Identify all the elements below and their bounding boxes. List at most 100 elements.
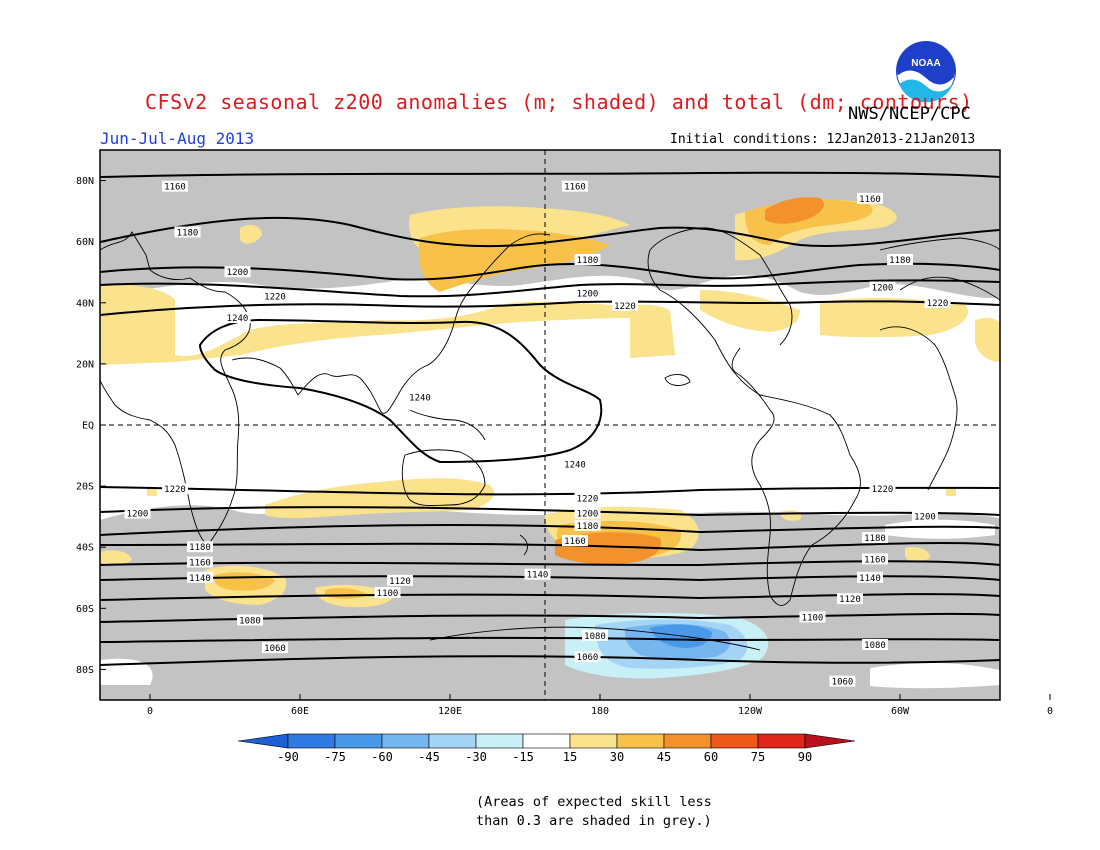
lat-label: 60N <box>76 237 94 248</box>
lat-label: 20S <box>76 482 94 493</box>
contour-label: 1180 <box>887 254 913 266</box>
contour-label: 1200 <box>224 266 251 278</box>
contour-label: 1100 <box>374 587 401 599</box>
skill-note-line-2: than 0.3 are shaded in grey.) <box>476 813 712 829</box>
colorbar-swatch <box>616 733 665 749</box>
contour-label-text: 1060 <box>577 653 599 663</box>
colorbar-label: -30 <box>465 750 487 764</box>
anomaly-map: 1160 1160 1160 1180 1180 1180 1200 1200 1200 1220… <box>76 149 1053 717</box>
contour-label: 1140 <box>857 571 883 584</box>
contour-label: 1220 <box>574 492 601 504</box>
contour-label-text: 1160 <box>164 183 186 193</box>
colorbar: -90 -75 -60 -45 -30 -15 15 30 45 60 75 90 <box>238 733 856 764</box>
contour-label: 1160 <box>162 180 188 193</box>
contour-label: 1160 <box>862 553 888 565</box>
reference-lines <box>100 150 1000 700</box>
colorbar-swatch <box>710 733 759 749</box>
contour-label-text: 1160 <box>189 559 211 569</box>
contour-label: 1180 <box>574 254 601 266</box>
contour-label-bg <box>562 458 588 470</box>
lon-label: 0 <box>147 706 153 717</box>
contour-label-bg <box>187 556 213 568</box>
contour-label-bg <box>799 611 826 623</box>
lat-label: 60S <box>76 604 94 615</box>
coastlines <box>100 227 1000 651</box>
contour-label-bg <box>924 296 951 308</box>
contour-label: 1060 <box>574 651 601 663</box>
contour-label-bg <box>374 587 401 599</box>
contour-label-bg <box>857 192 883 204</box>
contour-label: 1060 <box>829 675 856 688</box>
contour-label-bg <box>162 483 188 495</box>
contour-label-text: 1160 <box>864 555 886 565</box>
contour-label-bg <box>912 510 938 522</box>
contour-label: 1140 <box>524 568 551 581</box>
contour-label: 1080 <box>582 629 608 642</box>
contour-label-bg <box>237 614 263 626</box>
contour-label-bg <box>224 312 251 324</box>
contour-label: 1060 <box>262 642 288 654</box>
contour-label-text: 1120 <box>389 577 411 587</box>
contour-label: 1100 <box>799 611 826 624</box>
contour-label-text: 1220 <box>577 494 599 504</box>
contour-label-text: 1220 <box>264 293 286 303</box>
colorbar-label: 45 <box>657 750 671 764</box>
agency-label: NWS/NCEP/CPC <box>848 104 971 124</box>
contour-label-bg <box>574 254 601 265</box>
contour-label-bg <box>862 532 888 544</box>
colorbar-swatch <box>334 733 383 749</box>
contour-label-text: 1180 <box>177 229 199 239</box>
contour-label-bg <box>262 290 288 302</box>
contour-label-bg <box>869 281 896 293</box>
colorbar-label: 90 <box>798 750 812 764</box>
colorbar-swatch <box>522 733 571 749</box>
latitude-axis: 80N 60N 40N 20N EQ 20S 40S 60S 80S <box>76 176 106 676</box>
contour-label-text: 1200 <box>127 510 149 520</box>
contour-label-bg <box>574 287 601 299</box>
contour-label: 1120 <box>387 574 413 587</box>
contour-label-text: 1140 <box>859 574 881 584</box>
contour-label: 1200 <box>124 507 151 520</box>
contour-label: 1240 <box>224 312 251 324</box>
lat-label: 20N <box>76 359 94 370</box>
map-title: CFSv2 seasonal z200 anomalies (m; shaded… <box>145 90 973 114</box>
colorbar-label: 60 <box>704 750 718 764</box>
height-contours <box>100 171 1000 666</box>
contour-label-bg <box>124 507 151 519</box>
contour-label-text: 1100 <box>377 589 399 599</box>
contour-label: 1200 <box>574 287 601 300</box>
contour-label: 1180 <box>862 532 888 544</box>
contour-label-bg <box>887 254 913 265</box>
colorbar-arrow-low <box>238 733 289 749</box>
colorbar-swatch <box>663 733 712 749</box>
contour-label-bg <box>162 180 188 192</box>
contour-label: 1080 <box>862 639 888 651</box>
contour-label: 1240 <box>407 391 433 404</box>
contour-label-text: 1180 <box>577 256 599 266</box>
contour-label-text: 1240 <box>227 314 249 324</box>
contour-label: 1180 <box>174 226 201 239</box>
contour-label-bg <box>574 492 601 504</box>
contour-label-text: 1160 <box>859 195 881 205</box>
contour-label: 1180 <box>574 519 601 532</box>
contour-label-text: 1080 <box>239 617 261 627</box>
contour-label: 1160 <box>187 556 213 569</box>
contour-label-text: 1080 <box>584 632 606 642</box>
contour-label-bg <box>837 593 863 605</box>
colorbar-label: 75 <box>751 750 765 764</box>
contour-label-text: 1120 <box>839 595 861 605</box>
contour-label: 1200 <box>574 507 601 520</box>
contour-label-text: 1220 <box>164 485 186 495</box>
contour-label-text: 1100 <box>802 614 824 624</box>
contour-label: 1160 <box>562 180 588 193</box>
colorbar-label: 30 <box>610 750 624 764</box>
contour-label-text: 1060 <box>832 678 854 688</box>
contour-label: 1240 <box>562 458 588 471</box>
contour-label: 1200 <box>869 281 896 294</box>
contour-label: 1160 <box>562 535 588 547</box>
colorbar-swatch <box>757 733 806 749</box>
contour-label-bg <box>869 483 896 495</box>
southern-white-patches <box>100 519 1000 689</box>
lon-label: 60W <box>891 706 910 717</box>
contour-label: 1220 <box>612 299 638 312</box>
